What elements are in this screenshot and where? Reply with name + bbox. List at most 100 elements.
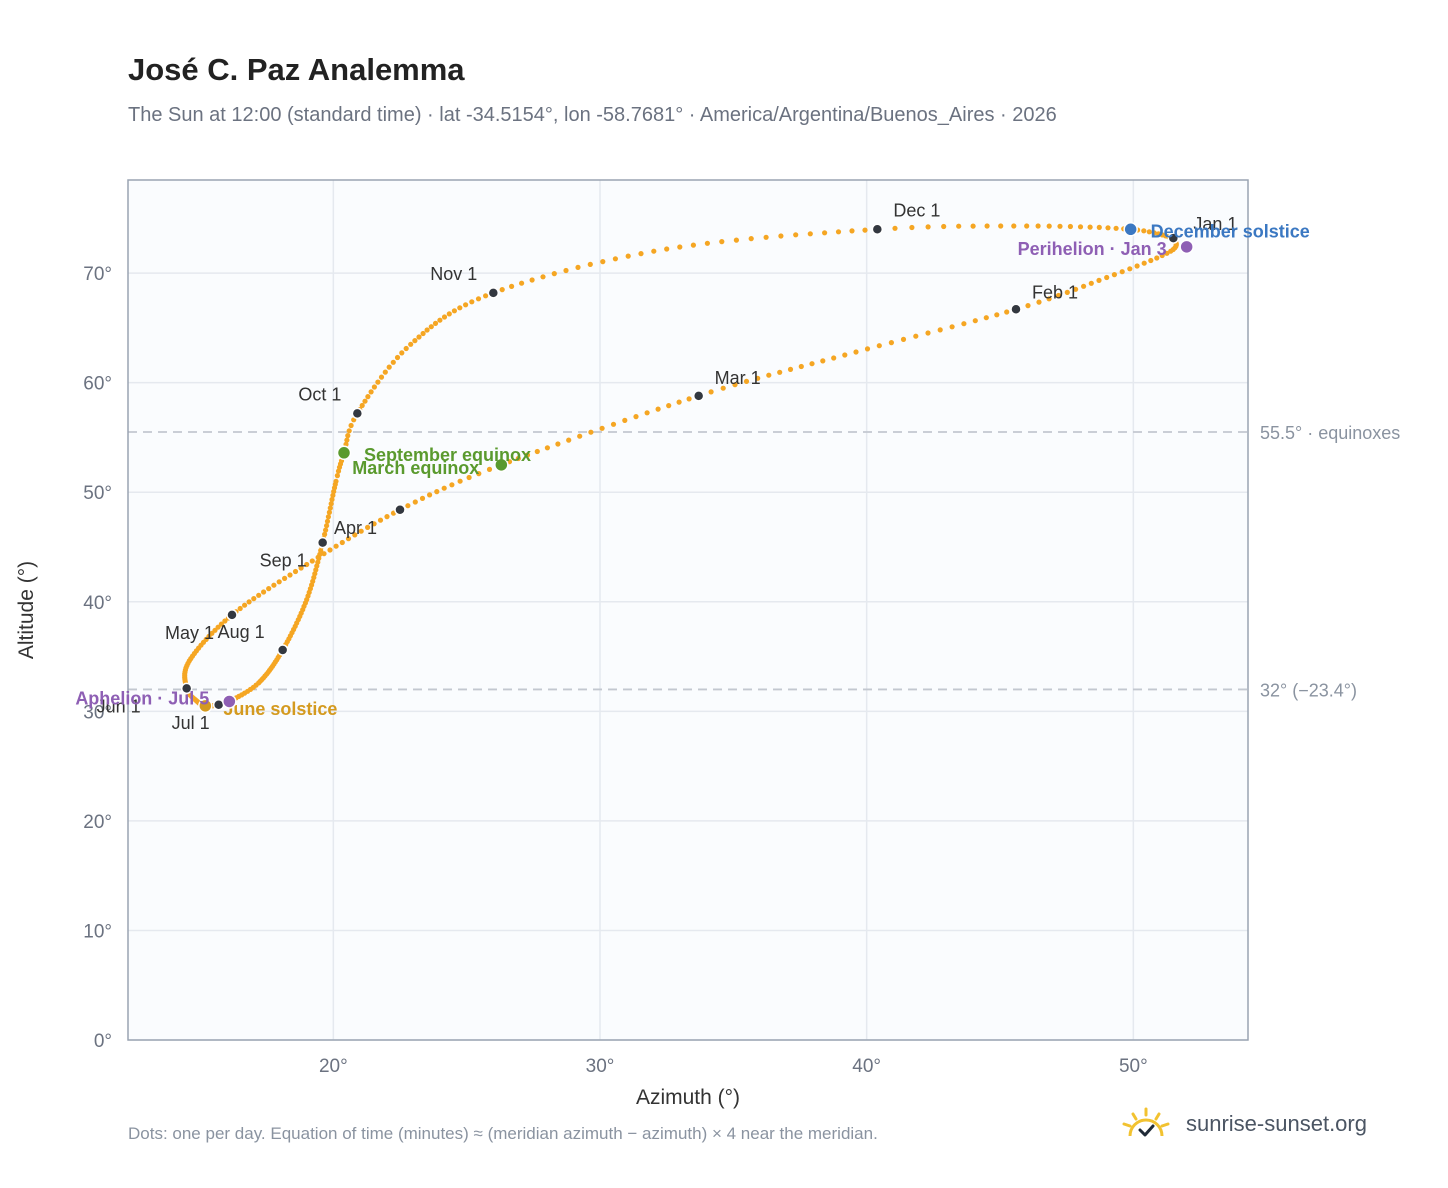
daily-dot: [218, 621, 224, 627]
daily-dot: [1011, 223, 1017, 229]
daily-dot: [1134, 263, 1140, 269]
month-marker-label: Apr 1: [334, 518, 377, 538]
daily-dot: [588, 429, 594, 435]
reference-line-label: 55.5° · equinoxes: [1260, 423, 1400, 443]
daily-dot: [246, 599, 252, 605]
daily-sun-positions: [182, 223, 1179, 709]
daily-dot: [441, 485, 447, 491]
x-axis-label: Azimuth (°): [636, 1086, 740, 1109]
daily-dot: [892, 225, 898, 231]
daily-dot: [420, 330, 426, 337]
daily-dot: [1046, 296, 1052, 302]
daily-dot: [820, 358, 826, 364]
daily-dot: [793, 232, 799, 238]
daily-dot: [1067, 223, 1073, 230]
daily-dot: [984, 223, 990, 229]
daily-dot: [469, 299, 475, 305]
grid-lines: [128, 180, 1248, 1041]
month-marker-dot: [1167, 232, 1180, 244]
daily-dot: [622, 417, 628, 423]
daily-dot: [555, 441, 561, 447]
daily-dot: [348, 422, 354, 429]
brand-logo[interactable]: sunrise-sunset.org: [1120, 1102, 1367, 1146]
daily-dot: [1055, 292, 1062, 299]
x-tick-label: 40°: [852, 1056, 881, 1077]
daily-dot: [956, 223, 962, 229]
y-tick-label: 20°: [83, 812, 112, 833]
daily-dot: [998, 223, 1004, 229]
daily-dot: [515, 455, 521, 462]
daily-dot: [365, 524, 371, 531]
daily-dot: [371, 521, 377, 527]
daily-dot: [333, 478, 339, 484]
daily-dot: [1111, 272, 1117, 278]
daily-dot: [719, 239, 725, 245]
axis-ticks: 20° 30° 40° 50° 0° 10° 20° 30° 40° 50° 60° 70° 55.5°…: [83, 264, 1400, 1077]
month-marker-dot: [226, 609, 238, 621]
daily-dot: [352, 532, 358, 538]
daily-dot: [434, 489, 440, 495]
daily-dot: [1036, 299, 1042, 305]
daily-dot: [625, 253, 631, 259]
daily-dot: [1035, 223, 1041, 229]
daily-dot: [651, 248, 657, 254]
event-marker-dot: [222, 694, 237, 709]
reference-line-label: 32° (−23.4°): [1260, 680, 1357, 700]
month-marker-dot: [487, 287, 500, 299]
daily-dot: [292, 568, 299, 575]
daily-dot: [266, 586, 272, 592]
y-tick-label: 70°: [83, 264, 112, 285]
daily-dot: [424, 327, 430, 333]
y-tick-label: 50°: [83, 483, 112, 504]
daily-dot: [325, 514, 331, 520]
daily-dot: [994, 312, 1000, 318]
daily-dot: [345, 536, 352, 542]
daily-dot: [638, 251, 644, 257]
daily-dot: [1151, 230, 1157, 236]
daily-dot: [475, 296, 482, 302]
daily-dot: [441, 314, 448, 320]
y-axis-label: Altitude (°): [15, 561, 38, 659]
daily-dot: [704, 240, 711, 246]
daily-dot: [384, 514, 390, 520]
daily-dot: [1146, 229, 1152, 235]
daily-dot: [476, 471, 482, 477]
daily-dot: [1164, 250, 1170, 256]
daily-dot: [876, 343, 882, 349]
daily-dot: [256, 592, 262, 598]
plot-area: [128, 180, 1248, 1040]
daily-dot: [304, 561, 310, 568]
daily-dot: [222, 618, 228, 624]
daily-dot: [368, 389, 374, 395]
event-marker-label: March equinox: [352, 458, 479, 478]
daily-dot: [1119, 269, 1125, 275]
x-tick-label: 50°: [1119, 1056, 1148, 1077]
daily-dot: [390, 359, 396, 365]
daily-dot: [577, 433, 583, 439]
daily-dot: [339, 539, 345, 546]
month-marker-label: Nov 1: [430, 264, 477, 284]
event-marker-dot: [1123, 222, 1138, 237]
month-marker-label: Jan 1: [1193, 214, 1237, 234]
daily-dot: [403, 345, 409, 352]
chart-title: José C. Paz Analemma: [128, 52, 465, 87]
daily-dot: [1057, 223, 1063, 229]
daily-dot: [1073, 286, 1079, 292]
daily-dot: [842, 352, 848, 358]
month-marker-label: Mar 1: [715, 368, 761, 388]
daily-dot: [1064, 289, 1070, 295]
daily-dot: [612, 256, 619, 262]
daily-dot: [1096, 277, 1102, 283]
daily-dot: [787, 366, 794, 372]
daily-dot: [324, 518, 331, 524]
daily-dot: [394, 354, 401, 361]
daily-dot: [540, 274, 546, 280]
daily-dot: [1154, 255, 1160, 261]
daily-dot: [534, 448, 540, 455]
daily-dot: [330, 492, 336, 498]
daily-dot: [862, 227, 868, 233]
daily-dot: [276, 579, 282, 585]
daily-dot: [309, 558, 315, 564]
daily-dot: [318, 547, 324, 554]
